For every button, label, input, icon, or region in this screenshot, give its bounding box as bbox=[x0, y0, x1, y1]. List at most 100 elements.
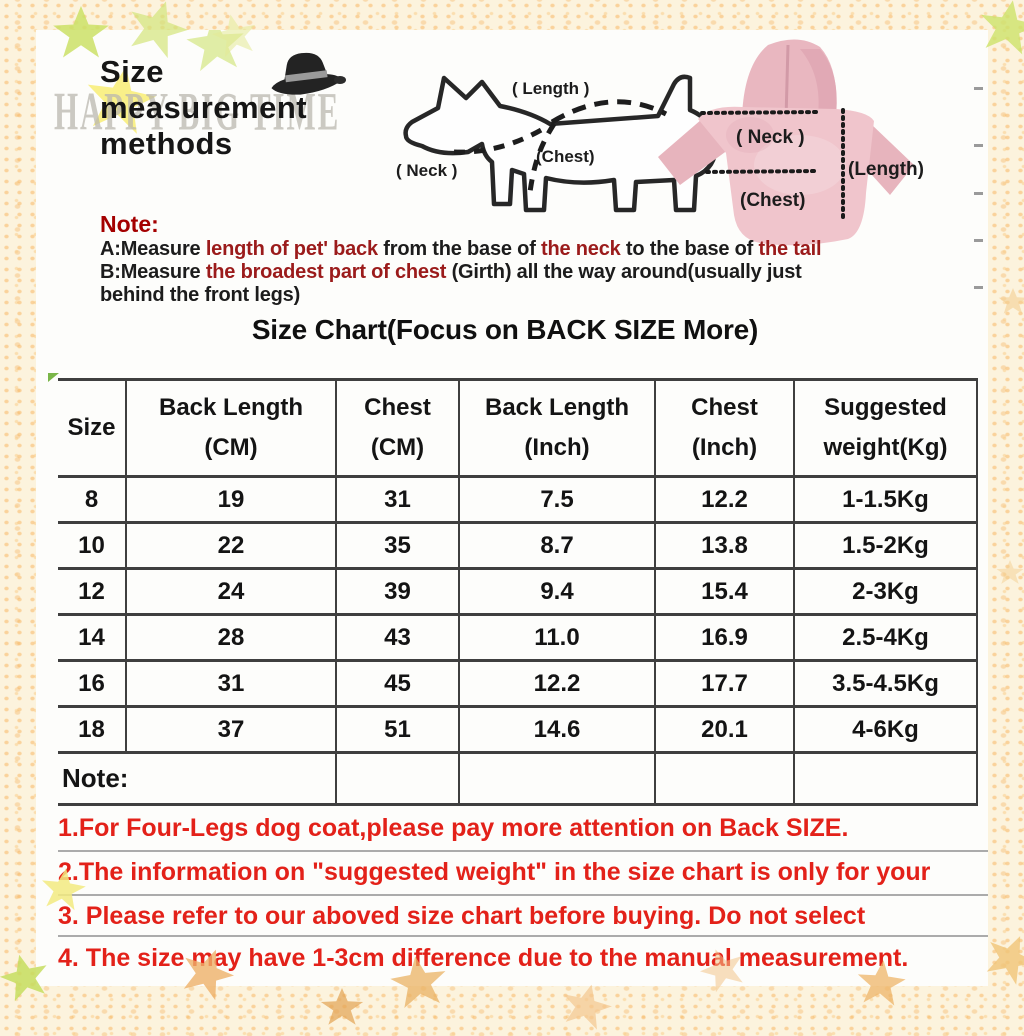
table-cell: 14.6 bbox=[459, 706, 656, 754]
column-header-line: (CM) bbox=[204, 434, 258, 461]
table-cell: 14 bbox=[58, 614, 127, 662]
table-cell: 8.7 bbox=[459, 522, 656, 570]
edge-tick bbox=[974, 239, 983, 242]
note-separator bbox=[58, 894, 988, 896]
highlighted-phrase: the tail bbox=[758, 238, 822, 260]
footer-note: 3. Please refer to our aboved size chart… bbox=[58, 902, 866, 930]
highlighted-phrase: the neck bbox=[541, 238, 621, 260]
dog-chest-label: (Chest) bbox=[536, 147, 595, 166]
column-header-line: (Inch) bbox=[691, 434, 758, 461]
note-text: A:Measure bbox=[100, 238, 206, 260]
footer-note: 1.For Four-Legs dog coat,please pay more… bbox=[58, 814, 849, 842]
column-header-line: Size bbox=[67, 414, 116, 441]
table-row: 10 22 35 8.7 13.8 1.5-2Kg bbox=[58, 522, 978, 570]
hat-logo-icon bbox=[271, 52, 346, 95]
table-cell-empty bbox=[336, 752, 460, 806]
dog-outline bbox=[403, 74, 719, 213]
table-cell-empty bbox=[794, 752, 978, 806]
table-cell: 9.4 bbox=[459, 568, 656, 616]
hoodie-neck-label: ( Neck ) bbox=[736, 127, 805, 148]
table-row: 8 19 31 7.5 12.2 1-1.5Kg bbox=[58, 476, 978, 524]
measure-note-lines: A:Measure length of pet' back from the b… bbox=[100, 238, 930, 307]
size-chart-body: 8 19 31 7.5 12.2 1-1.5Kg 10 22 35 8.7 13.8 1.5-2Kg 1… bbox=[58, 476, 978, 806]
table-cell: 45 bbox=[336, 660, 460, 708]
note-text: (Girth) all the way around(usually just bbox=[446, 261, 802, 283]
column-header-line: weight(Kg) bbox=[823, 434, 948, 461]
note-separator bbox=[58, 935, 988, 937]
table-cell: 35 bbox=[336, 522, 460, 570]
table-cell: 24 bbox=[126, 568, 337, 616]
table-cell-empty bbox=[655, 752, 795, 806]
table-cell: 3.5-4.5Kg bbox=[794, 660, 978, 708]
measure-note-line: B:Measure the broadest part of chest (Gi… bbox=[100, 261, 930, 284]
table-cell: 1-1.5Kg bbox=[794, 476, 978, 524]
table-note-row: Note: bbox=[58, 752, 978, 806]
note-separator bbox=[58, 850, 988, 852]
page-title: Size measurement methods bbox=[100, 54, 307, 162]
measure-note-line: behind the front legs) bbox=[100, 284, 930, 307]
star-decoration bbox=[996, 560, 1024, 584]
table-cell: 39 bbox=[336, 568, 460, 616]
size-chart-title: Size Chart(Focus on BACK SIZE More) bbox=[251, 314, 759, 345]
table-cell: 28 bbox=[126, 614, 337, 662]
table-cell: 51 bbox=[336, 706, 460, 754]
table-cell: 12.2 bbox=[459, 660, 656, 708]
edge-tick bbox=[974, 286, 983, 289]
table-cell: 17.7 bbox=[655, 660, 795, 708]
content-panel: HAPPY BIG TIME Size measurement methods … bbox=[36, 30, 988, 986]
column-header: Back Length (Inch) bbox=[459, 379, 656, 478]
table-note-label: Note: bbox=[58, 752, 337, 806]
star-decoration bbox=[998, 288, 1024, 314]
star-decoration bbox=[555, 978, 617, 1035]
header-row: Size Back Length (CM) Chest (CM) Back Length (… bbox=[58, 379, 978, 478]
table-row: 18 37 51 14.6 20.1 4-6Kg bbox=[58, 706, 978, 754]
column-header-line: Suggested bbox=[824, 394, 947, 421]
table-cell: 1.5-2Kg bbox=[794, 522, 978, 570]
table-cell: 19 bbox=[126, 476, 337, 524]
hoodie-body bbox=[698, 106, 874, 246]
table-cell: 11.0 bbox=[459, 614, 656, 662]
edge-tick bbox=[974, 87, 983, 90]
column-header: Suggested weight(Kg) bbox=[794, 379, 978, 478]
measure-note-heading: Note: bbox=[100, 211, 159, 237]
column-header: Chest (Inch) bbox=[655, 379, 795, 478]
size-chart-table: Size Back Length (CM) Chest (CM) Back Length (… bbox=[58, 378, 978, 806]
measure-note-line: A:Measure length of pet' back from the b… bbox=[100, 238, 930, 261]
table-cell: 31 bbox=[336, 476, 460, 524]
table-cell: 20.1 bbox=[655, 706, 795, 754]
edge-tick bbox=[974, 192, 983, 195]
note-text: B:Measure bbox=[100, 261, 206, 283]
table-cell: 8 bbox=[58, 476, 127, 524]
column-header-line: Back Length bbox=[158, 394, 304, 421]
table-cell: 2-3Kg bbox=[794, 568, 978, 616]
dog-length-label: ( Length ) bbox=[512, 79, 589, 98]
table-cell-empty bbox=[459, 752, 656, 806]
table-cell: 43 bbox=[336, 614, 460, 662]
column-header-line: Back Length bbox=[484, 394, 630, 421]
column-header-line: Chest bbox=[691, 394, 758, 421]
table-cell: 16.9 bbox=[655, 614, 795, 662]
highlighted-phrase: the broadest part of chest bbox=[205, 261, 447, 283]
footer-note: 2.The information on "suggested weight" … bbox=[58, 858, 931, 886]
star-decoration bbox=[320, 988, 364, 1025]
table-cell: 12 bbox=[58, 568, 127, 616]
page-title-line: methods bbox=[100, 126, 233, 161]
note-text: to the base of bbox=[620, 238, 759, 260]
edge-tick bbox=[974, 144, 983, 147]
column-header-line: Chest bbox=[364, 394, 431, 421]
table-cell: 22 bbox=[126, 522, 337, 570]
table-cell: 16 bbox=[58, 660, 127, 708]
hoodie-length-label: (Length) bbox=[848, 159, 924, 180]
table-cell: 18 bbox=[58, 706, 127, 754]
table-cell: 4-6Kg bbox=[794, 706, 978, 754]
note-text: from the base of bbox=[377, 238, 542, 260]
column-header-line: (Inch) bbox=[524, 434, 590, 461]
highlighted-phrase: length of pet' back bbox=[205, 238, 378, 260]
column-header: Chest (CM) bbox=[336, 379, 460, 478]
hoodie-chest-label: (Chest) bbox=[740, 190, 805, 211]
column-header-line: (CM) bbox=[370, 434, 425, 461]
table-cell: 10 bbox=[58, 522, 127, 570]
table-cell: 37 bbox=[126, 706, 337, 754]
dog-measurement-diagram: ( Length ) (Chest) ( Neck ) bbox=[396, 74, 719, 213]
table-cell: 31 bbox=[126, 660, 337, 708]
